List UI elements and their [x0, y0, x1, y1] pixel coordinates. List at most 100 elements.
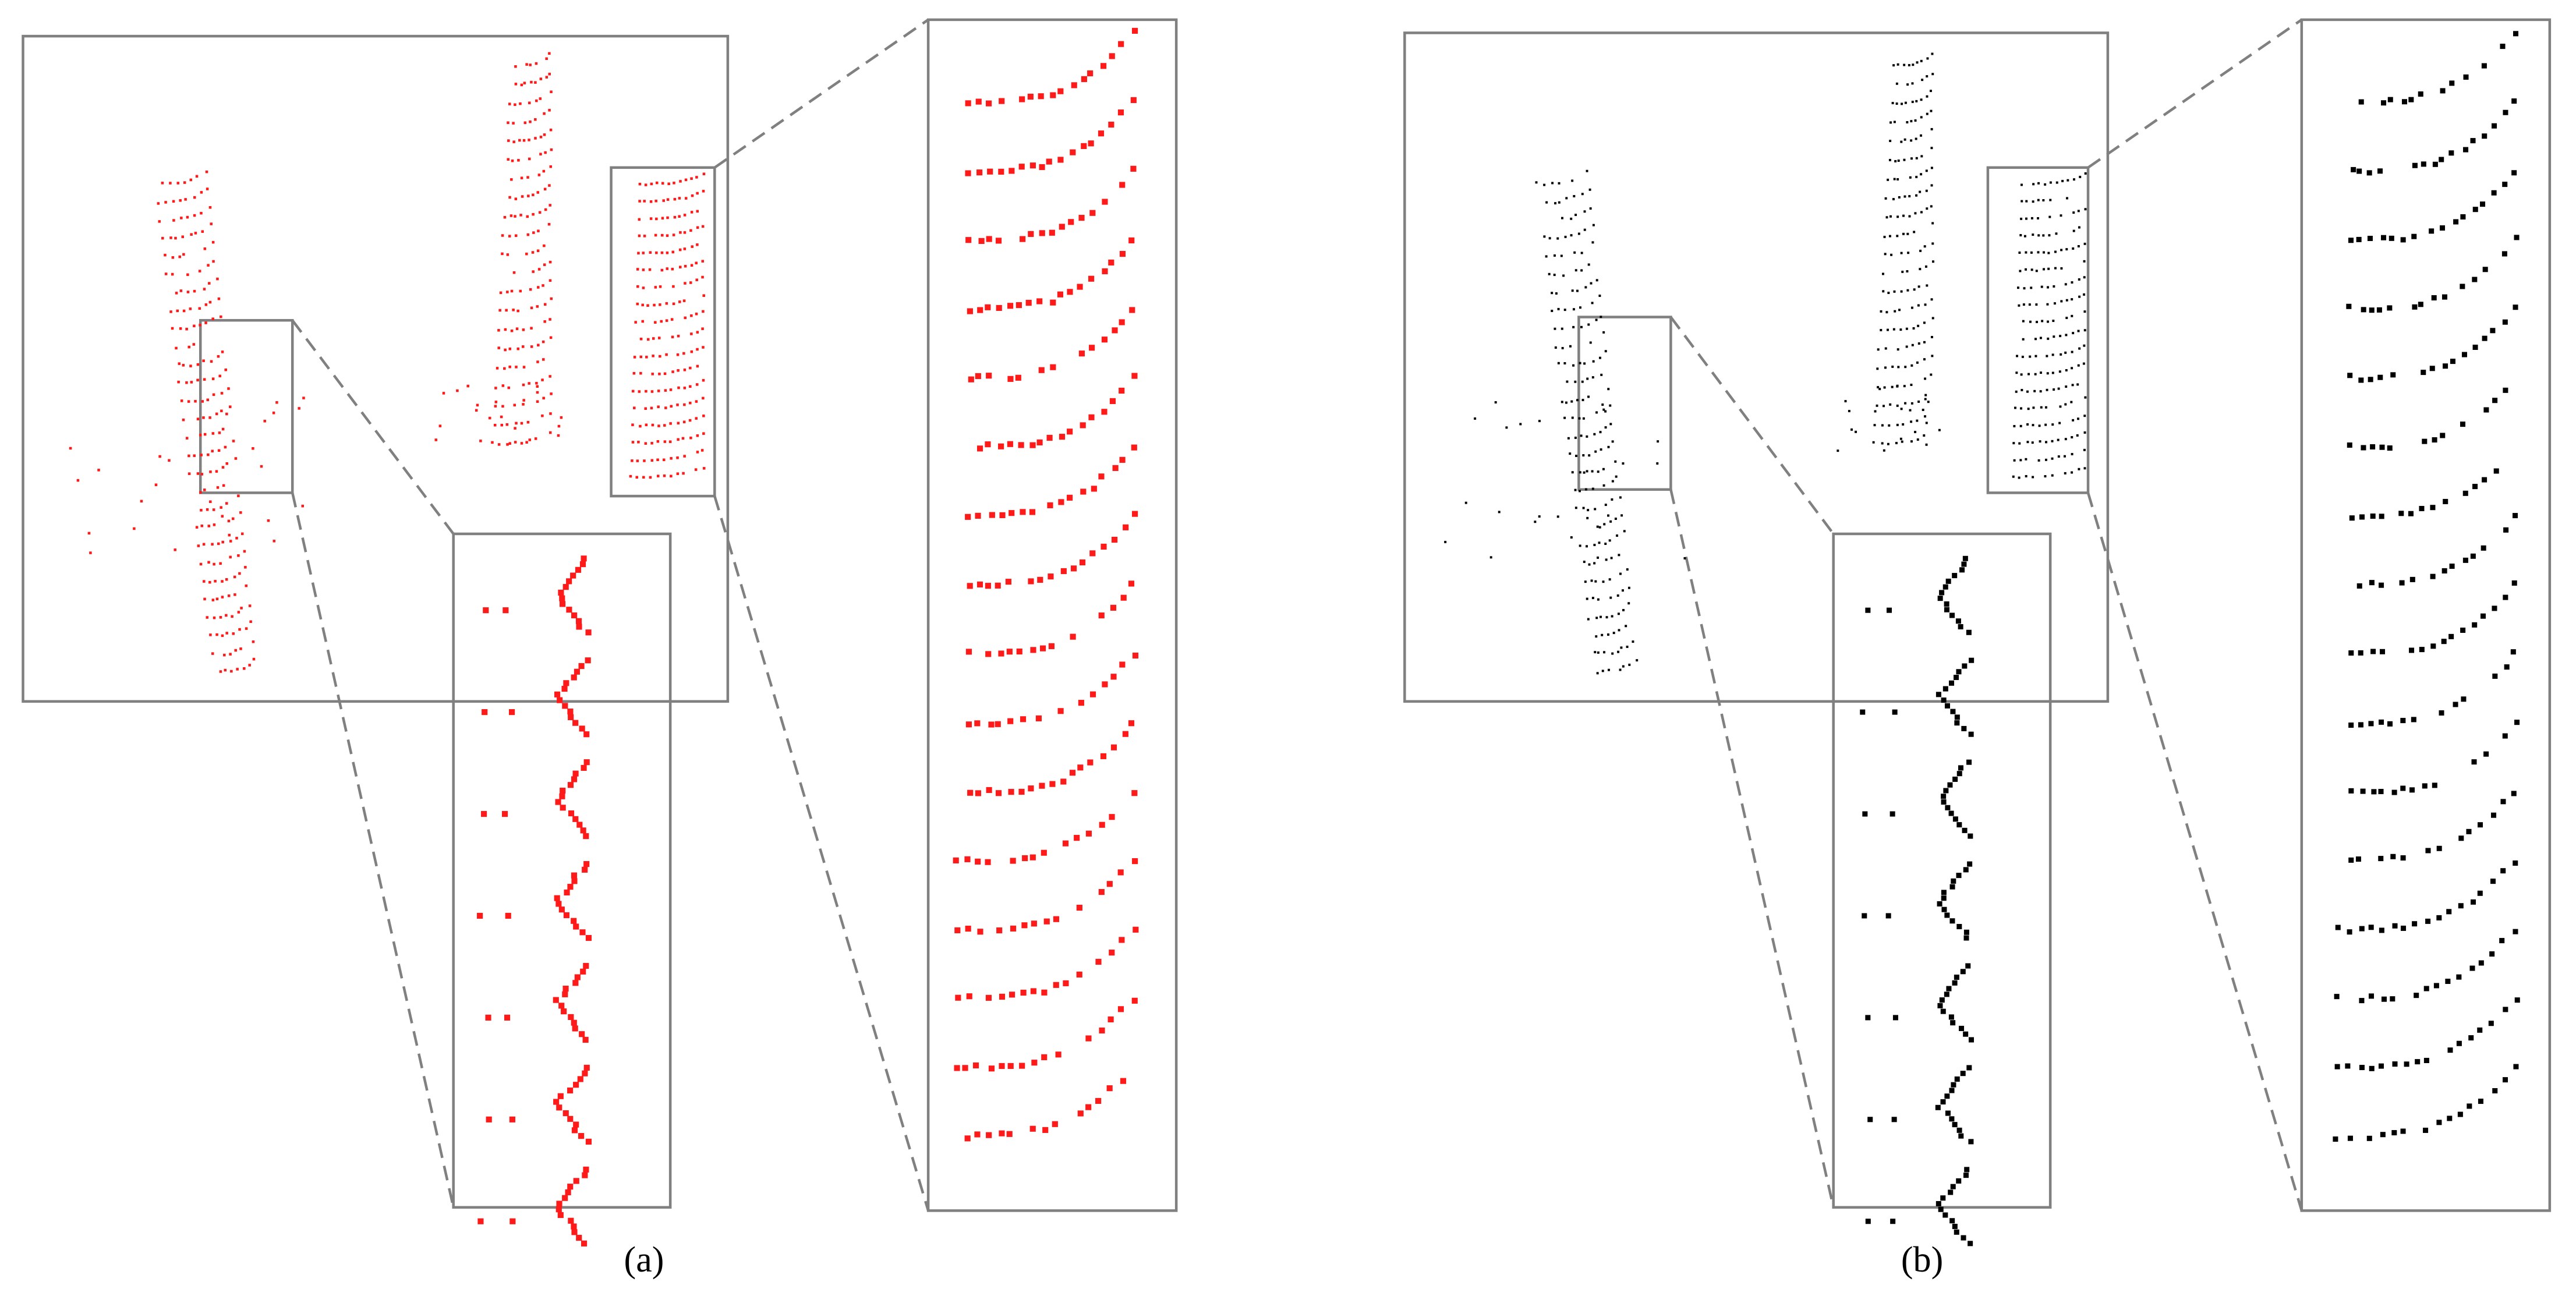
- point: [2492, 605, 2497, 611]
- point: [2418, 302, 2423, 307]
- point: [200, 454, 203, 456]
- point: [1911, 82, 1914, 85]
- point: [2401, 99, 2408, 105]
- point: [2051, 457, 2054, 460]
- point: [558, 589, 564, 596]
- point: [2026, 390, 2029, 393]
- point: [219, 562, 222, 565]
- point: [2057, 387, 2060, 390]
- point: [1884, 347, 1887, 350]
- point: [2020, 183, 2023, 186]
- point: [683, 455, 686, 458]
- point: [669, 422, 672, 425]
- point: [665, 302, 668, 305]
- point: [2083, 293, 2086, 296]
- point: [1020, 716, 1027, 723]
- point: [670, 457, 673, 460]
- point: [1867, 1117, 1873, 1122]
- point: [1883, 386, 1886, 389]
- point: [189, 364, 192, 367]
- point: [2460, 627, 2466, 633]
- point: [1109, 950, 1115, 956]
- point: [634, 321, 637, 324]
- point: [1046, 158, 1052, 165]
- point: [229, 555, 232, 559]
- point: [1844, 400, 1847, 403]
- point: [2070, 401, 2073, 403]
- point: [1880, 329, 1883, 331]
- point: [670, 474, 673, 478]
- point: [1892, 64, 1895, 67]
- point: [1952, 1122, 1958, 1128]
- point: [225, 412, 228, 416]
- point: [1038, 93, 1044, 100]
- point: [1963, 929, 1969, 935]
- point: [985, 100, 992, 107]
- point: [2058, 370, 2061, 373]
- point: [221, 350, 224, 353]
- point: [187, 472, 191, 475]
- point: [684, 178, 688, 182]
- point: [1910, 440, 1913, 443]
- point: [2503, 594, 2508, 600]
- point: [636, 459, 639, 462]
- point: [2084, 172, 2087, 175]
- point: [1963, 867, 1969, 873]
- point: [1900, 408, 1903, 410]
- point: [1551, 310, 1554, 312]
- point: [1120, 594, 1127, 601]
- point: [696, 451, 699, 454]
- point: [2425, 918, 2431, 924]
- point: [689, 401, 692, 405]
- point: [1951, 878, 1956, 884]
- point: [1600, 448, 1602, 451]
- point: [1122, 731, 1128, 737]
- point: [553, 1099, 560, 1105]
- point: [2018, 252, 2021, 254]
- point: [168, 459, 171, 462]
- point: [1604, 504, 1607, 507]
- point: [574, 974, 581, 980]
- point: [2361, 307, 2366, 313]
- point: [965, 237, 972, 243]
- point: [654, 286, 657, 289]
- point: [97, 469, 100, 472]
- point: [534, 137, 537, 140]
- panel-a: (a): [22, 18, 1178, 1280]
- point: [507, 121, 509, 125]
- point: [506, 291, 509, 293]
- point: [1590, 282, 1593, 285]
- point: [1893, 121, 1896, 123]
- point: [547, 222, 551, 226]
- point: [1110, 744, 1117, 750]
- point: [995, 238, 1002, 244]
- point: [1601, 633, 1604, 636]
- point: [511, 159, 514, 162]
- point: [1966, 1065, 1972, 1071]
- point: [2378, 856, 2384, 862]
- point: [2017, 286, 2019, 289]
- point: [2031, 441, 2034, 444]
- point: [1907, 252, 1910, 254]
- point: [1597, 651, 1600, 654]
- point: [562, 991, 568, 997]
- point: [572, 980, 579, 986]
- point: [486, 1116, 492, 1122]
- point: [225, 614, 228, 617]
- point: [2381, 100, 2387, 106]
- point: [1608, 539, 1611, 542]
- point: [520, 442, 523, 445]
- point: [974, 1131, 981, 1138]
- point: [1494, 401, 1497, 404]
- point: [1876, 404, 1878, 407]
- point: [2032, 406, 2035, 409]
- point: [571, 1223, 577, 1230]
- point: [2039, 337, 2042, 339]
- point: [2409, 787, 2415, 793]
- point: [2358, 99, 2364, 105]
- point: [702, 378, 705, 382]
- point: [222, 484, 225, 487]
- point: [1035, 715, 1042, 721]
- point: [1889, 811, 1895, 817]
- point: [1896, 423, 1899, 426]
